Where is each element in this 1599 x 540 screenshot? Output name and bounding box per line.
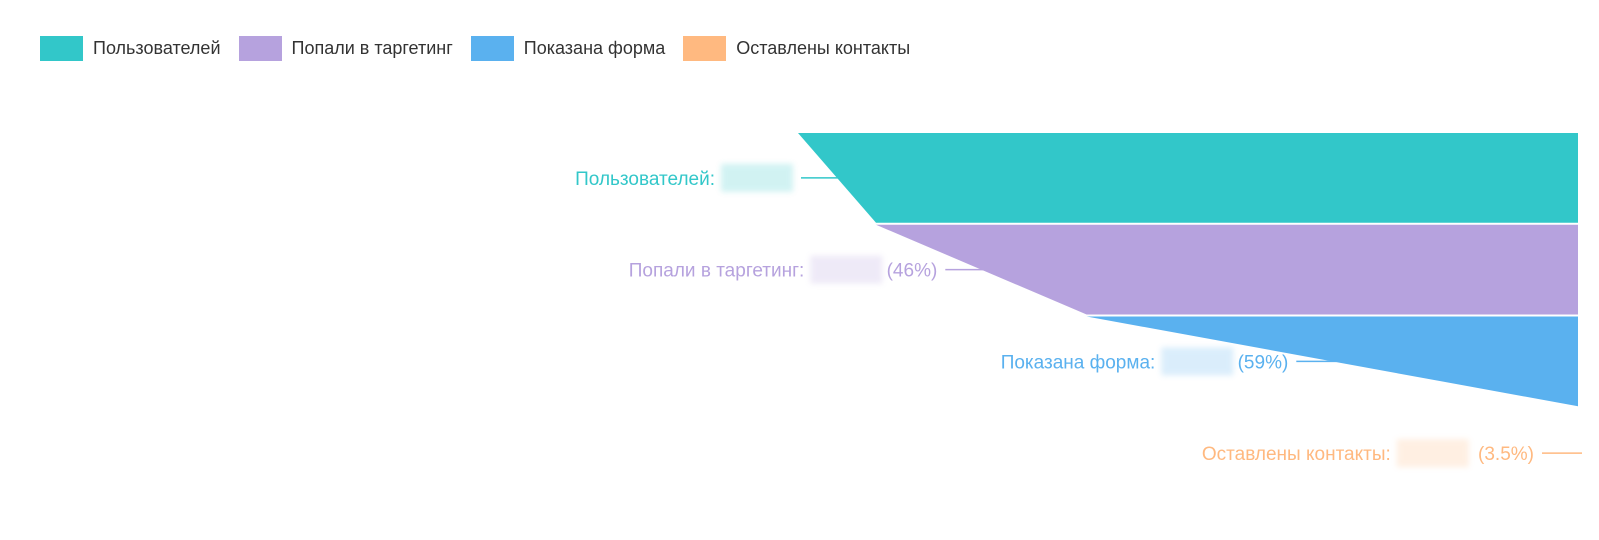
funnel-segment-users[interactable] bbox=[798, 133, 1578, 223]
legend-swatch-targeting bbox=[238, 35, 282, 61]
label-percent-targeting: (46%) bbox=[887, 261, 938, 282]
label-value-redacted-users bbox=[721, 163, 793, 192]
legend-label-users: Пользователей bbox=[93, 37, 221, 58]
label-name-form-shown: Показана форма: bbox=[1001, 352, 1156, 373]
funnel-segment-targeting[interactable] bbox=[876, 224, 1578, 315]
legend-swatch-form-shown bbox=[470, 35, 514, 61]
legend-swatch-contacts-left bbox=[683, 35, 727, 61]
label-value-redacted-contacts-left bbox=[1396, 439, 1469, 468]
legend-label-form-shown: Показана форма bbox=[523, 37, 666, 58]
label-value-redacted-form-shown bbox=[1161, 347, 1234, 376]
label-percent-contacts-left: (3.5%) bbox=[1478, 444, 1534, 465]
legend-swatch-users bbox=[40, 35, 83, 61]
label-name-targeting: Попали в таргетинг: bbox=[629, 261, 805, 282]
legend-label-targeting: Попали в таргетинг bbox=[291, 37, 453, 58]
legend-item-targeting[interactable]: Попали в таргетинг bbox=[238, 35, 453, 61]
legend-item-users[interactable]: Пользователей bbox=[40, 35, 221, 61]
legend-item-form-shown[interactable]: Показана форма bbox=[470, 35, 666, 61]
label-name-contacts-left: Оставлены контакты: bbox=[1202, 444, 1391, 465]
legend: Пользователей Попали в таргетинг Показан… bbox=[40, 35, 928, 61]
label-name-users: Пользователей: bbox=[575, 169, 715, 190]
label-value-redacted-targeting bbox=[810, 255, 883, 284]
label-percent-form-shown: (59%) bbox=[1238, 352, 1289, 373]
legend-item-contacts-left[interactable]: Оставлены контакты bbox=[683, 35, 911, 61]
legend-label-contacts-left: Оставлены контакты bbox=[736, 37, 911, 58]
